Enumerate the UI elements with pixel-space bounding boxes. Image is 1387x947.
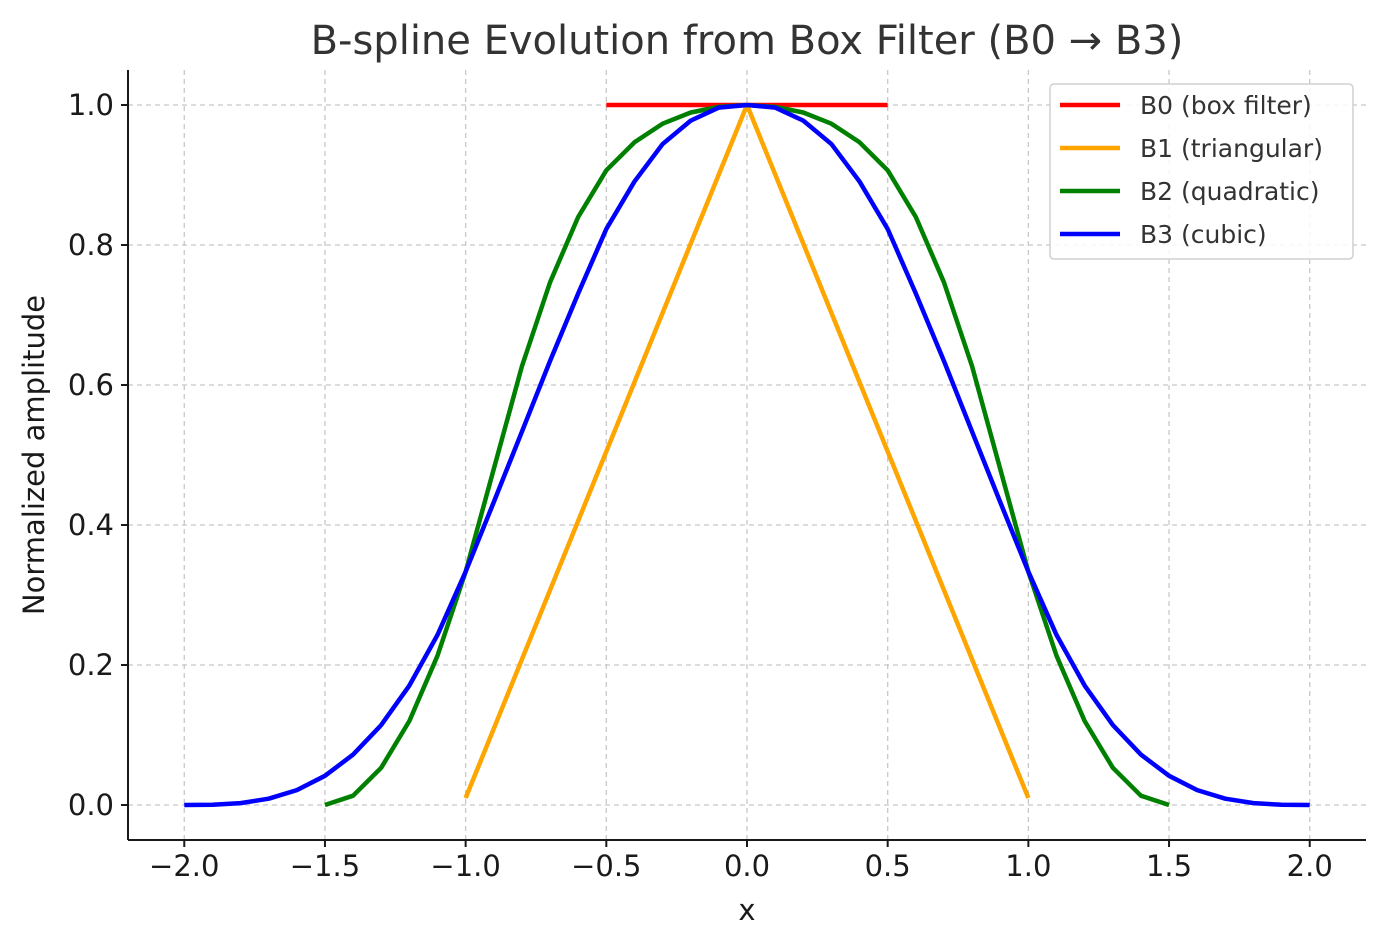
x-tick-label: −2.0: [149, 849, 219, 883]
x-tick-label: 0.5: [865, 849, 911, 883]
x-tick-label: 1.0: [1005, 849, 1051, 883]
y-tick-label: 0.0: [68, 788, 114, 822]
x-tick-label: −0.5: [571, 849, 641, 883]
legend-label-b1: B1 (triangular): [1140, 134, 1323, 163]
x-tick-label: 1.5: [1146, 849, 1192, 883]
x-axis-label: x: [738, 893, 755, 927]
y-tick-label: 0.6: [68, 368, 114, 402]
x-tick-label: −1.5: [290, 849, 360, 883]
x-tick-label: −1.0: [430, 849, 500, 883]
x-ticks: −2.0 −1.5 −1.0 −0.5 0.0 0.5 1.0 1.5 2.0: [149, 840, 1333, 883]
legend-label-b0: B0 (box filter): [1140, 91, 1312, 120]
series-line-b3: [184, 102, 1310, 808]
y-tick-label: 1.0: [68, 88, 114, 122]
legend-label-b3: B3 (cubic): [1140, 220, 1267, 249]
x-tick-label: 0.0: [724, 849, 770, 883]
legend-box: [1049, 83, 1354, 260]
legend: B0 (box filter) B1 (triangular) B2 (quadra…: [1049, 83, 1354, 260]
y-axis-label: Normalized amplitude: [17, 295, 51, 615]
legend-label-b2: B2 (quadratic): [1140, 177, 1320, 206]
chart-title: B-spline Evolution from Box Filter (B0 →…: [311, 18, 1184, 64]
x-tick-label: 2.0: [1287, 849, 1333, 883]
y-ticks: 0.0 0.2 0.4 0.6 0.8 1.0: [68, 88, 128, 822]
data-series: [184, 102, 1310, 808]
y-tick-label: 0.2: [68, 648, 114, 682]
y-tick-label: 0.8: [68, 228, 114, 262]
y-tick-label: 0.4: [68, 508, 114, 542]
